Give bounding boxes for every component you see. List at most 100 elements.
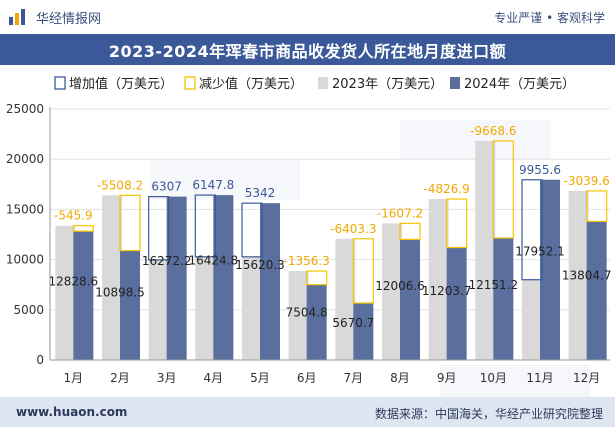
bar-2024: [586, 221, 607, 360]
change-label: -1607.2: [377, 206, 423, 220]
decrease-box: [586, 190, 608, 223]
bar-2024: [120, 250, 140, 360]
bar-2023: [382, 223, 402, 360]
brand: 华经情报网: [8, 7, 101, 27]
x-tick-label: 12月: [573, 371, 600, 385]
legend-2024-swatch: [450, 77, 460, 89]
bar-2023: [195, 256, 216, 360]
footer-source: 数据来源：中国海关，华经产业研究院整理: [374, 407, 603, 421]
increase-box: [194, 194, 216, 258]
decrease-box: [492, 140, 514, 239]
value-label-2024: 12151.2: [469, 278, 519, 292]
bar-2024: [213, 195, 234, 360]
legend-increase-swatch: [54, 76, 66, 90]
value-label-2024: 16272.2: [142, 254, 192, 268]
bar-2023: [335, 238, 356, 360]
footer-url[interactable]: www.huaon.com: [16, 405, 128, 419]
bar-2023: [428, 199, 449, 360]
change-label: 9955.6: [519, 163, 561, 177]
bar-2023: [148, 259, 169, 360]
x-tick-label: 2月: [110, 371, 130, 385]
change-label: -545.9: [54, 209, 93, 223]
value-label-2024: 16424.8: [189, 253, 239, 267]
change-label: -6403.3: [330, 222, 376, 236]
chart-title: 2023-2024年珲春市商品收发货人所在地月度进口额: [108, 41, 507, 61]
bar-2024: [493, 238, 514, 360]
data-labels: -545.9 12828.6 -5508.2 10898.5 6307 16272.2 61…: [49, 124, 612, 330]
bar-2023: [242, 256, 262, 360]
change-label: -9668.6: [470, 124, 516, 138]
bar-2023: [102, 195, 122, 360]
footer: www.huaon.com 数据来源：中国海关，华经产业研究院整理: [0, 397, 615, 427]
increase-box: [148, 196, 170, 261]
y-tick-label: 25000: [6, 102, 44, 116]
value-label-2024: 17952.1: [515, 244, 565, 258]
legend-decrease-label: 减少值（万美元）: [199, 76, 303, 92]
bar-2023: [522, 279, 542, 360]
decrease-box: [399, 222, 421, 241]
value-label-2024: 11203.7: [422, 284, 472, 298]
bar-2024: [353, 303, 374, 360]
legend-increase-label: 增加值（万美元）: [69, 76, 173, 92]
bar-2023: [475, 140, 496, 360]
x-tick-label: 3月: [157, 371, 177, 385]
value-label-2024: 15620.3: [235, 258, 285, 272]
value-label-2024: 12006.6: [375, 279, 425, 293]
y-tick-label: 10000: [6, 253, 44, 267]
y-tick-label: 0: [36, 353, 44, 367]
increase-box: [241, 202, 263, 258]
decrease-box: [72, 225, 94, 232]
x-tick-label: 1月: [64, 371, 84, 385]
decrease-box: [306, 270, 328, 286]
watermark-mark: [150, 160, 300, 200]
legend-decrease-swatch: [184, 76, 196, 90]
decrease-box: [119, 194, 141, 252]
y-axis: 0 5000 10000 15000 20000 25000: [6, 102, 51, 367]
value-label-2024: 13804.7: [562, 269, 612, 283]
value-label-2024: 10898.5: [95, 286, 145, 300]
watermark-mark: [440, 365, 590, 397]
decrease-box: [352, 238, 374, 304]
change-label: -1356.3: [284, 254, 330, 268]
value-label-2024: 12828.6: [49, 274, 99, 288]
y-tick-label: 20000: [6, 152, 44, 166]
bar-2024: [166, 196, 187, 360]
x-tick-label: 10月: [480, 371, 507, 385]
watermark: [150, 120, 590, 397]
change-label: 6307: [151, 180, 182, 194]
x-tick-label: 8月: [390, 371, 410, 385]
change-label: -4826.9: [424, 182, 470, 196]
brand-name: 华经情报网: [36, 11, 102, 27]
legend-2023-label: 2023年（万美元）: [332, 77, 443, 92]
decrease-box: [446, 198, 468, 249]
brand-logo-icon: [9, 9, 25, 25]
x-tick-label: 6月: [297, 371, 317, 385]
bar-2024: [540, 179, 560, 360]
x-tick-label: 4月: [204, 371, 224, 385]
change-label: -3039.6: [564, 174, 610, 188]
value-label-2024: 7504.8: [286, 305, 328, 319]
bar-2023: [568, 190, 589, 360]
value-label-2024: 5670.7: [332, 316, 374, 330]
bar-2023: [288, 271, 309, 360]
slogan: 专业严谨 • 客观科学: [494, 11, 605, 25]
y-tick-label: 5000: [13, 303, 44, 317]
x-tick-label: 5月: [250, 371, 270, 385]
x-tick-label: 11月: [526, 371, 553, 385]
watermark-mark: [400, 120, 550, 160]
bar-2024: [73, 231, 94, 360]
x-axis: 1月 2月 3月 4月 5月 6月 7月 8月 9月 10月 11月 12月: [50, 359, 610, 385]
x-tick-label: 7月: [344, 371, 364, 385]
legend-2023-swatch: [318, 77, 328, 89]
title-bar: 2023-2024年珲春市商品收发货人所在地月度进口额: [0, 34, 615, 65]
change-label: -5508.2: [97, 178, 143, 192]
bars: [55, 140, 608, 360]
chart: 增加值（万美元） 减少值（万美元） 2023年（万美元） 2024年（万美元） 0 50…: [6, 76, 612, 397]
bar-2024: [260, 203, 280, 360]
legend-2024-label: 2024年（万美元）: [464, 77, 575, 92]
bar-2023: [55, 225, 76, 360]
increase-box: [521, 179, 543, 281]
change-label: 5342: [245, 186, 276, 200]
legend: 增加值（万美元） 减少值（万美元） 2023年（万美元） 2024年（万美元）: [54, 76, 575, 92]
bar-2024: [400, 239, 420, 360]
